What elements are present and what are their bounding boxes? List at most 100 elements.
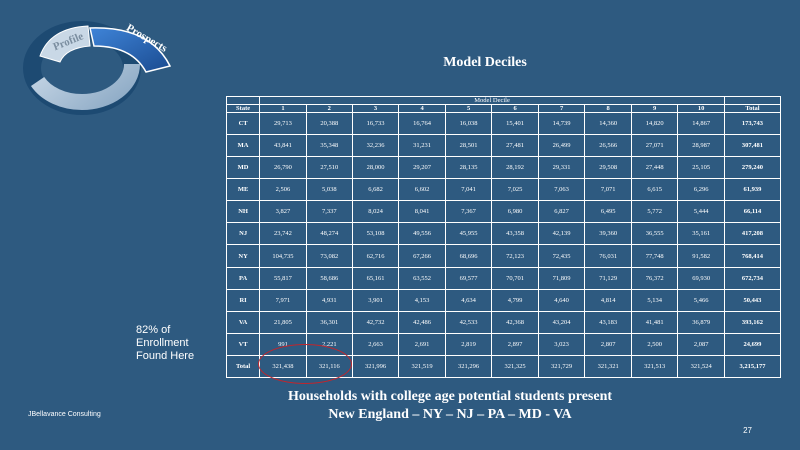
state-cell: Total (225, 354, 261, 379)
value-cell: 27,448 (630, 156, 679, 180)
value-cell: 6,296 (677, 178, 725, 202)
table-row: PA 55,817 58,686 65,161 63,552 69,577 70,701 71… (225, 266, 782, 290)
column-header: 9 (630, 104, 679, 113)
value-cell: 2,221 (305, 332, 353, 356)
model-decile-table: Model Decile State 1 2 3 4 5 6 7 8 9 10 Total CT 29,… (225, 96, 782, 379)
value-cell: 6,980 (491, 200, 539, 224)
caption-line-1: Households with college age potential st… (287, 389, 613, 404)
value-cell: 42,139 (537, 222, 586, 246)
value-cell: 72,435 (537, 244, 586, 268)
value-cell: 39,360 (584, 222, 632, 246)
value-cell: 45,955 (444, 222, 493, 246)
table-row: NH 3,827 7,337 8,024 8,041 7,367 6,980 6,827 6,4… (225, 200, 782, 224)
value-cell: 321,519 (398, 354, 446, 379)
value-cell: 321,513 (630, 354, 679, 379)
value-cell: 4,153 (398, 288, 446, 312)
table-row: NY 104,735 73,082 62,716 67,266 68,696 72,123 7… (225, 244, 782, 268)
value-cell: 29,207 (398, 156, 446, 180)
column-header: State (225, 104, 261, 113)
column-header: 5 (444, 104, 493, 113)
caption-line-2: New England – NY – NJ – PA – MD - VA (328, 407, 572, 422)
value-cell: 48,274 (305, 222, 353, 246)
value-cell: 58,686 (305, 266, 353, 290)
value-cell: 14,360 (584, 111, 632, 136)
total-cell: 3,215,177 (723, 354, 782, 379)
column-header: 7 (537, 104, 586, 113)
value-cell: 321,325 (491, 354, 539, 379)
value-cell: 49,556 (398, 222, 446, 246)
value-cell: 25,105 (677, 156, 725, 180)
value-cell: 8,041 (398, 200, 446, 224)
total-cell: 173,743 (723, 111, 782, 136)
value-cell: 4,931 (305, 288, 353, 312)
state-cell: CT (225, 111, 261, 136)
footer-credit: JBellavance Consulting (28, 411, 101, 418)
value-cell: 4,634 (444, 288, 493, 312)
value-cell: 2,087 (677, 332, 725, 356)
value-cell: 27,071 (630, 134, 679, 158)
value-cell: 26,790 (259, 156, 307, 180)
value-cell: 14,820 (630, 111, 679, 136)
column-header: 4 (398, 104, 446, 113)
value-cell: 15,401 (491, 111, 539, 136)
value-cell: 6,602 (398, 178, 446, 202)
state-cell: VT (225, 332, 261, 356)
value-cell: 72,123 (491, 244, 539, 268)
value-cell: 43,358 (491, 222, 539, 246)
value-cell: 29,331 (537, 156, 586, 180)
value-cell: 41,481 (630, 310, 679, 334)
value-cell: 4,814 (584, 288, 632, 312)
value-cell: 6,682 (351, 178, 400, 202)
state-cell: RI (225, 288, 261, 312)
value-cell: 20,388 (305, 111, 353, 136)
value-cell: 7,971 (259, 288, 307, 312)
value-cell: 8,024 (351, 200, 400, 224)
table-row: ME 2,506 5,038 6,682 6,602 7,041 7,025 7,063 7,0… (225, 178, 782, 202)
value-cell: 2,897 (491, 332, 539, 356)
state-cell: NH (225, 200, 261, 224)
state-cell: ME (225, 178, 261, 202)
value-cell: 26,566 (584, 134, 632, 158)
value-cell: 2,506 (259, 178, 307, 202)
value-cell: 7,071 (584, 178, 632, 202)
total-cell: 768,414 (723, 244, 782, 268)
value-cell: 42,732 (351, 310, 400, 334)
value-cell: 321,524 (677, 354, 725, 379)
column-header: 2 (305, 104, 353, 113)
total-cell: 307,481 (723, 134, 782, 158)
value-cell: 5,466 (677, 288, 725, 312)
value-cell: 23,742 (259, 222, 307, 246)
value-cell: 26,499 (537, 134, 586, 158)
value-cell: 321,296 (444, 354, 493, 379)
enrollment-note: 82% of Enrollment Found Here (136, 324, 195, 362)
group-header: Model Decile (259, 96, 725, 105)
value-cell: 14,739 (537, 111, 586, 136)
page-number: 27 (743, 426, 752, 435)
value-cell: 36,879 (677, 310, 725, 334)
value-cell: 16,038 (444, 111, 493, 136)
value-cell: 28,192 (491, 156, 539, 180)
value-cell: 29,508 (584, 156, 632, 180)
value-cell: 321,321 (584, 354, 632, 379)
table-corner (225, 96, 261, 105)
value-cell: 63,552 (398, 266, 446, 290)
value-cell: 36,301 (305, 310, 353, 334)
value-cell: 6,615 (630, 178, 679, 202)
value-cell: 43,204 (537, 310, 586, 334)
value-cell: 5,444 (677, 200, 725, 224)
total-cell: 279,240 (723, 156, 782, 180)
value-cell: 104,735 (259, 244, 307, 268)
total-cell: 50,443 (723, 288, 782, 312)
value-cell: 2,663 (351, 332, 400, 356)
table-row: RI 7,971 4,931 3,901 4,153 4,634 4,799 4,640 4,8… (225, 288, 782, 312)
value-cell: 6,827 (537, 200, 586, 224)
value-cell: 76,372 (630, 266, 679, 290)
value-cell: 71,809 (537, 266, 586, 290)
value-cell: 70,701 (491, 266, 539, 290)
slide-caption: Households with college age potential st… (0, 388, 800, 424)
value-cell: 91,582 (677, 244, 725, 268)
value-cell: 7,041 (444, 178, 493, 202)
value-cell: 68,696 (444, 244, 493, 268)
slide-title: Model Deciles (443, 55, 527, 70)
value-cell: 69,577 (444, 266, 493, 290)
